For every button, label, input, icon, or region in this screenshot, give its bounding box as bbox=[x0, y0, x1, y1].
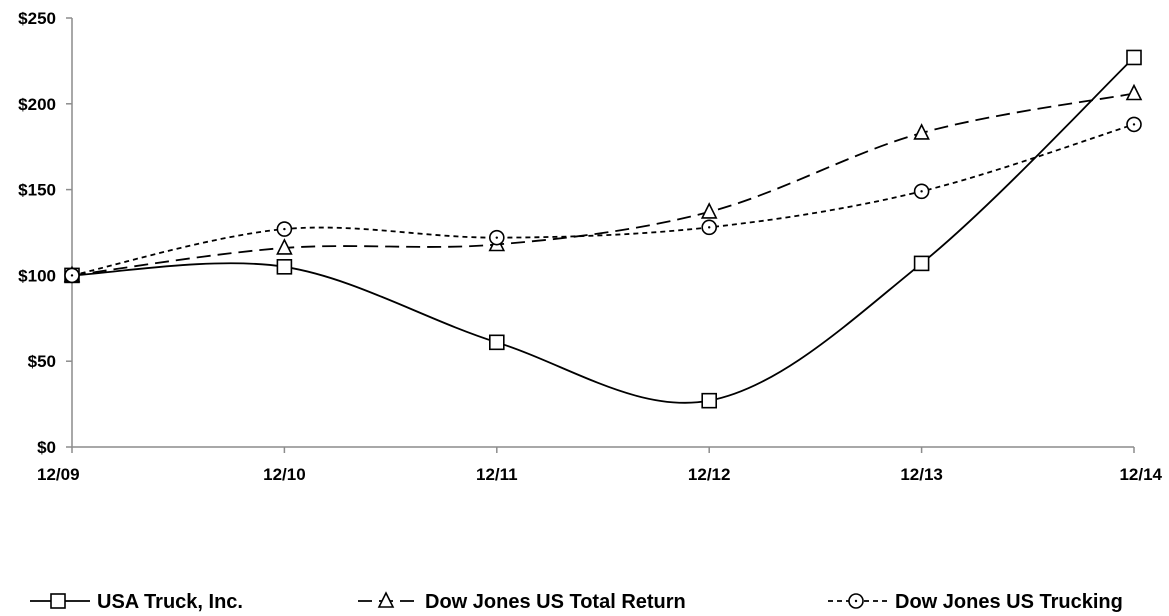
triangle-marker bbox=[276, 238, 293, 255]
x-tick-label: 12/14 bbox=[1119, 465, 1162, 484]
square-marker bbox=[276, 259, 293, 275]
legend: USA Truck, Inc. Dow Jones US Total Return… bbox=[30, 591, 1123, 613]
chart-axes bbox=[66, 17, 1135, 453]
y-axis-tick-labels: $0 $50 $100 $150 $200 $250 bbox=[18, 9, 56, 457]
triangle-marker bbox=[1125, 83, 1143, 101]
square-marker bbox=[701, 392, 718, 409]
circle-marker-dot bbox=[495, 236, 498, 239]
y-tick-label: $200 bbox=[18, 95, 56, 114]
square-marker bbox=[1126, 49, 1142, 66]
legend-square-marker bbox=[50, 593, 66, 609]
y-tick-label: $150 bbox=[18, 181, 56, 200]
series-line bbox=[71, 123, 1135, 277]
circle-marker-dot bbox=[283, 227, 286, 231]
legend-item: USA Truck, Inc. bbox=[30, 591, 243, 613]
legend-label: USA Truck, Inc. bbox=[97, 591, 243, 613]
x-axis-tick-labels: 12/09 12/10 12/11 12/12 12/13 12/14 bbox=[37, 465, 1163, 484]
series-line bbox=[71, 56, 1135, 404]
circle-marker-dot bbox=[854, 599, 858, 603]
series-line bbox=[71, 92, 1135, 277]
x-tick-label: 12/12 bbox=[688, 465, 731, 484]
circle-marker-dot bbox=[1132, 123, 1136, 126]
square-marker bbox=[913, 255, 930, 272]
triangle-marker bbox=[700, 202, 718, 219]
x-tick-label: 12/13 bbox=[900, 465, 943, 484]
square-marker bbox=[488, 334, 505, 351]
y-tick-label: $0 bbox=[37, 438, 56, 457]
legend-label: Dow Jones US Trucking bbox=[895, 591, 1123, 613]
series-circle bbox=[64, 116, 1142, 284]
x-tick-label: 12/10 bbox=[263, 465, 306, 484]
legend-item: Dow Jones US Trucking bbox=[828, 591, 1123, 613]
circle-marker-dot bbox=[708, 226, 711, 229]
triangle-marker bbox=[913, 123, 930, 140]
legend-label: Dow Jones US Total Return bbox=[425, 591, 686, 613]
legend-item: Dow Jones US Total Return bbox=[358, 591, 686, 613]
y-tick-label: $100 bbox=[18, 266, 56, 285]
circle-marker-dot bbox=[920, 190, 923, 193]
y-tick-label: $50 bbox=[28, 352, 56, 371]
y-tick-label: $250 bbox=[18, 9, 56, 28]
series-triangle bbox=[63, 83, 1143, 283]
legend-triangle-marker bbox=[377, 591, 395, 608]
x-tick-label: 12/09 bbox=[37, 465, 80, 484]
x-tick-label: 12/11 bbox=[476, 465, 518, 484]
series-square bbox=[64, 49, 1142, 409]
series-layer bbox=[63, 49, 1143, 409]
circle-marker-dot bbox=[70, 274, 74, 277]
